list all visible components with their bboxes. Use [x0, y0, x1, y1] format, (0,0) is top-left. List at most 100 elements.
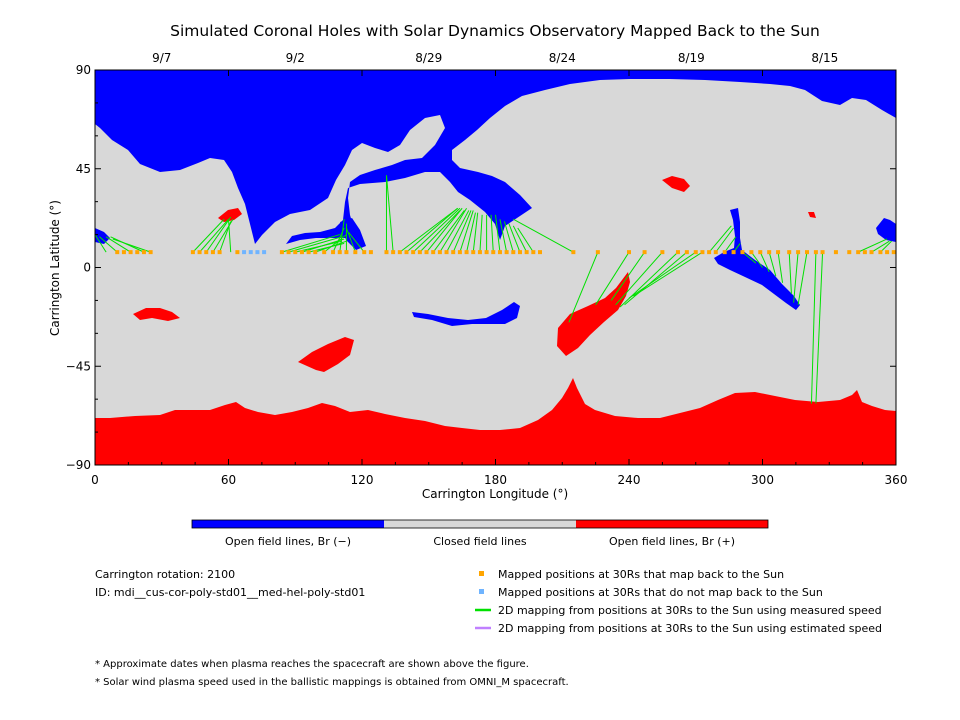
y-tick-label: 90 [76, 63, 91, 77]
colorbar-frame [191, 519, 769, 529]
mapping-line [797, 252, 808, 305]
mapped-point [693, 250, 698, 255]
mapped-point [286, 250, 291, 255]
south-polar-coronal-hole [95, 378, 896, 465]
mapped-point [531, 250, 536, 255]
y-axis-label: Carrington Latitude (°) [48, 200, 62, 336]
mapping-line [495, 214, 501, 253]
x-tick-label: 300 [751, 473, 774, 487]
legend-label: Mapped positions at 30Rs that do not map… [498, 586, 823, 599]
mapping-line [192, 218, 225, 253]
mapped-point [431, 250, 436, 255]
positive-hole-northeast [662, 176, 690, 192]
mapping-line [759, 251, 770, 273]
top-date-label: 8/24 [549, 51, 576, 65]
colorbar-segment [576, 520, 768, 528]
y-tick-label: 0 [83, 261, 91, 275]
mapped-point [391, 250, 396, 255]
mapped-point [397, 250, 402, 255]
mapped-point [457, 250, 462, 255]
mapped-point [675, 250, 680, 255]
mapped-point [148, 250, 153, 255]
mapped-point [517, 250, 522, 255]
unmapped-point [242, 250, 247, 255]
mapping-line [348, 232, 365, 253]
mapping-line [466, 212, 476, 253]
x-tick-label: 120 [351, 473, 374, 487]
mapping-line [439, 207, 468, 253]
mapped-point [135, 250, 140, 255]
mapped-point [524, 250, 529, 255]
mapped-point [344, 250, 349, 255]
mapping-line [412, 207, 461, 253]
model-id: ID: mdi__cus-cor-poly-std01__med-hel-pol… [95, 586, 365, 599]
mapping-line [742, 251, 757, 264]
top-date-label: 9/7 [152, 51, 171, 65]
mapped-point [121, 250, 126, 255]
mapping-line [399, 207, 458, 253]
mapped-point [141, 250, 146, 255]
mapping-line [472, 212, 479, 253]
negative-hole-equator-east [714, 208, 800, 310]
mapping-line [301, 238, 345, 253]
mapping-line [857, 238, 888, 253]
mapping-line [419, 210, 461, 253]
mapped-point [204, 250, 209, 255]
mapping-line [199, 218, 229, 253]
mapping-line [708, 225, 732, 253]
mapped-point [337, 250, 342, 255]
mapped-point [306, 250, 311, 255]
legend-marker [479, 589, 484, 594]
mapping-line [503, 221, 514, 253]
mapping-line [288, 236, 343, 253]
colorbar-segment [384, 520, 576, 528]
x-tick-label: 0 [91, 473, 99, 487]
mapped-point [511, 250, 516, 255]
mapped-point [368, 250, 373, 255]
x-tick-label: 240 [618, 473, 641, 487]
positive-hole-mid-south [557, 272, 630, 356]
colorbar-label: Open field lines, Br (−) [225, 535, 351, 548]
mapped-point [758, 250, 763, 255]
mapped-point [384, 250, 389, 255]
negative-hole-southeast-patch [412, 302, 520, 326]
top-date-label: 9/2 [286, 51, 305, 65]
mapped-point [776, 250, 781, 255]
mapping-line [406, 207, 459, 253]
mapped-point [847, 250, 852, 255]
mapping-line [452, 210, 472, 253]
y-tick-label: −90 [66, 458, 91, 472]
mapping-line [385, 175, 394, 253]
x-axis-label: Carrington Longitude (°) [422, 487, 568, 501]
chart-title: Simulated Coronal Holes with Solar Dynam… [170, 22, 820, 40]
legend: Mapped positions at 30Rs that map back t… [475, 568, 882, 635]
mapped-point [235, 250, 240, 255]
negative-hole-far-edge [876, 218, 896, 242]
axis-ticks [94, 69, 897, 466]
mapped-point [820, 250, 825, 255]
mapping-line [508, 223, 521, 253]
mapping-line [499, 219, 508, 253]
mapped-point [642, 250, 647, 255]
colorbar-label: Closed field lines [433, 535, 527, 548]
mapped-point [660, 250, 665, 255]
mapped-point [451, 250, 456, 255]
mapped-point [869, 250, 874, 255]
mapped-points [115, 250, 896, 255]
mapped-point [464, 250, 469, 255]
mapping-line [788, 252, 792, 294]
x-tick-label: 60 [221, 473, 236, 487]
positive-hole-west-small [133, 308, 180, 321]
legend-label: Mapped positions at 30Rs that map back t… [498, 568, 784, 581]
mapping-line [345, 227, 356, 253]
mapped-point [749, 250, 754, 255]
mapped-point [411, 250, 416, 255]
mapping-line [715, 227, 734, 253]
north-polar-coronal-hole [95, 70, 896, 244]
top-date-labels: 9/7 9/2 8/29 8/24 8/19 8/15 [152, 51, 838, 65]
mapping-line [95, 234, 107, 253]
mapping-line [517, 227, 534, 253]
mapped-point [700, 250, 705, 255]
y-tick-label: −45 [66, 359, 91, 373]
y-tick-labels: 90 45 0 −45 −90 [66, 63, 91, 472]
